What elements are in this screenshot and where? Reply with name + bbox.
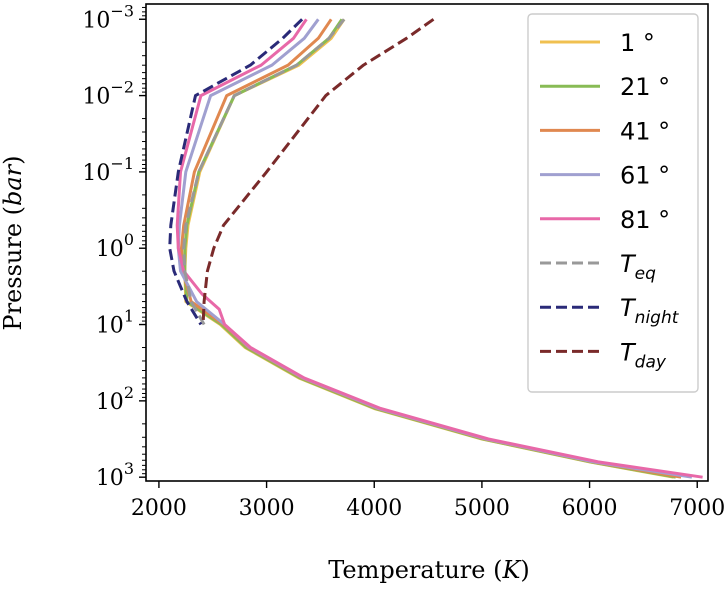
legend: 1 ° 21 ° 41 ° 61 ° 81 ° Teq Tnight Tday [527,13,699,393]
legend-entries: 1 ° 21 ° 41 ° 61 ° 81 ° Teq Tnight Tday [540,29,680,372]
y-tick-label: 10−1 [82,154,134,186]
plot-area [145,3,709,482]
y-tick-label: 101 [96,307,134,339]
x-tick-label: 4000 [346,496,402,521]
legend-label: 41 ° [620,117,670,145]
x-axis: 2000 3000 4000 5000 6000 7000 [131,481,725,521]
x-tick-label: 3000 [239,496,295,521]
legend-label: Teq [620,250,656,284]
x-tick-label: 6000 [562,496,618,521]
legend-label: Tnight [620,294,680,328]
series-layer [168,18,703,479]
y-tick-label: 100 [96,230,134,262]
x-tick-label: 7000 [669,496,725,521]
legend-label: Tday [620,338,667,372]
plot-frame [145,3,709,482]
legend-box [527,13,699,393]
x-axis-label: Temperature (K) [328,556,530,584]
legend-label: 21 ° [620,73,670,101]
legend-label: 61 ° [620,162,670,190]
y-axis: 10−3 10−2 10−1 100 101 102 103 [82,1,146,491]
series-line-teq [182,18,346,326]
series-line-tnight [168,18,304,326]
y-tick-label: 10−3 [82,1,134,33]
y-tick-label: 10−2 [82,78,134,110]
y-axis-label: Pressure (bar) [0,155,27,330]
legend-label: 1 ° [620,29,655,57]
series-line-81 [175,18,703,479]
series-line-tday [201,18,435,325]
x-tick-label: 5000 [454,496,510,521]
y-tick-label: 102 [96,383,134,415]
legend-label: 81 ° [620,206,670,234]
y-tick-label: 103 [96,459,134,491]
x-tick-label: 2000 [131,496,187,521]
